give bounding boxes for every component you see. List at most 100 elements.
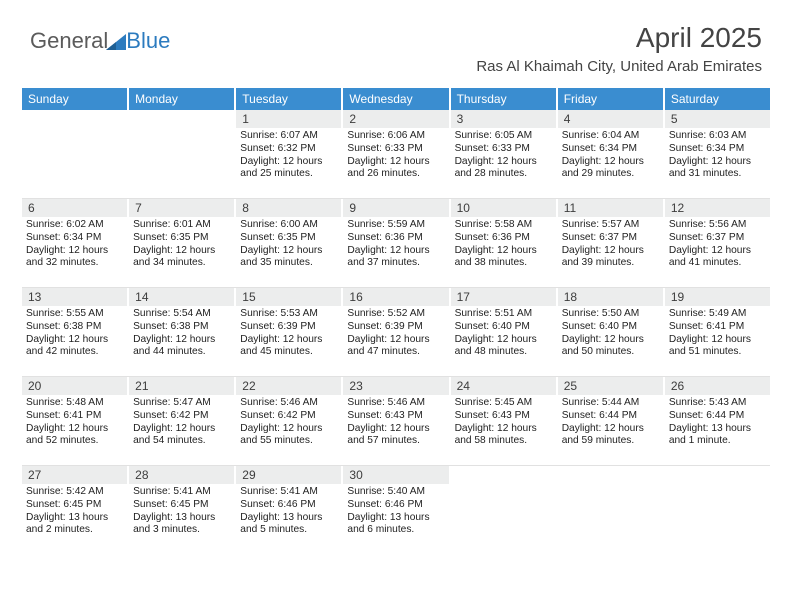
sunset-line: Sunset: 6:45 PM bbox=[133, 499, 230, 512]
day-number: 18 bbox=[558, 288, 663, 306]
day-body: Sunrise: 6:02 AMSunset: 6:34 PMDaylight:… bbox=[22, 217, 127, 274]
sunset-line: Sunset: 6:34 PM bbox=[26, 232, 123, 245]
sunset-line: Sunset: 6:34 PM bbox=[669, 143, 766, 156]
daylight-line: Daylight: 13 hours and 6 minutes. bbox=[347, 512, 444, 538]
daylight-line: Daylight: 12 hours and 55 minutes. bbox=[240, 423, 337, 449]
logo-triangle-icon bbox=[106, 34, 126, 50]
day-cell: 20Sunrise: 5:48 AMSunset: 6:41 PMDayligh… bbox=[22, 377, 127, 465]
day-cell: 10Sunrise: 5:58 AMSunset: 6:36 PMDayligh… bbox=[451, 199, 556, 287]
day-number: 3 bbox=[451, 110, 556, 128]
daylight-line: Daylight: 12 hours and 47 minutes. bbox=[347, 334, 444, 360]
daylight-line: Daylight: 12 hours and 29 minutes. bbox=[562, 156, 659, 182]
day-body: Sunrise: 5:59 AMSunset: 6:36 PMDaylight:… bbox=[343, 217, 448, 274]
month-title: April 2025 bbox=[476, 22, 762, 54]
day-number: 13 bbox=[22, 288, 127, 306]
sunrise-line: Sunrise: 5:57 AM bbox=[562, 219, 659, 232]
sunset-line: Sunset: 6:42 PM bbox=[133, 410, 230, 423]
daylight-line: Daylight: 13 hours and 5 minutes. bbox=[240, 512, 337, 538]
day-header: Wednesday bbox=[343, 88, 448, 110]
sunset-line: Sunset: 6:37 PM bbox=[562, 232, 659, 245]
day-body: Sunrise: 6:06 AMSunset: 6:33 PMDaylight:… bbox=[343, 128, 448, 185]
day-cell: 3Sunrise: 6:05 AMSunset: 6:33 PMDaylight… bbox=[451, 110, 556, 198]
daylight-line: Daylight: 12 hours and 52 minutes. bbox=[26, 423, 123, 449]
daylight-line: Daylight: 12 hours and 54 minutes. bbox=[133, 423, 230, 449]
sunrise-line: Sunrise: 5:51 AM bbox=[455, 308, 552, 321]
logo-text-blue: Blue bbox=[126, 28, 170, 53]
day-body: Sunrise: 5:48 AMSunset: 6:41 PMDaylight:… bbox=[22, 395, 127, 452]
daylight-line: Daylight: 12 hours and 45 minutes. bbox=[240, 334, 337, 360]
day-number: 26 bbox=[665, 377, 770, 395]
day-cell: 1Sunrise: 6:07 AMSunset: 6:32 PMDaylight… bbox=[236, 110, 341, 198]
day-cell: 12Sunrise: 5:56 AMSunset: 6:37 PMDayligh… bbox=[665, 199, 770, 287]
daylight-line: Daylight: 12 hours and 32 minutes. bbox=[26, 245, 123, 271]
day-number: 30 bbox=[343, 466, 448, 484]
day-body: Sunrise: 5:44 AMSunset: 6:44 PMDaylight:… bbox=[558, 395, 663, 452]
sunset-line: Sunset: 6:41 PM bbox=[669, 321, 766, 334]
day-number: 25 bbox=[558, 377, 663, 395]
daylight-line: Daylight: 12 hours and 48 minutes. bbox=[455, 334, 552, 360]
day-number: 12 bbox=[665, 199, 770, 217]
day-cell: 8Sunrise: 6:00 AMSunset: 6:35 PMDaylight… bbox=[236, 199, 341, 287]
day-body: Sunrise: 5:51 AMSunset: 6:40 PMDaylight:… bbox=[451, 306, 556, 363]
daylight-line: Daylight: 12 hours and 44 minutes. bbox=[133, 334, 230, 360]
day-body: Sunrise: 5:41 AMSunset: 6:46 PMDaylight:… bbox=[236, 484, 341, 541]
daylight-line: Daylight: 12 hours and 34 minutes. bbox=[133, 245, 230, 271]
daylight-line: Daylight: 12 hours and 35 minutes. bbox=[240, 245, 337, 271]
day-cell bbox=[129, 110, 234, 198]
day-number: 14 bbox=[129, 288, 234, 306]
daylight-line: Daylight: 12 hours and 58 minutes. bbox=[455, 423, 552, 449]
sunrise-line: Sunrise: 5:43 AM bbox=[669, 397, 766, 410]
sunset-line: Sunset: 6:32 PM bbox=[240, 143, 337, 156]
day-body: Sunrise: 5:57 AMSunset: 6:37 PMDaylight:… bbox=[558, 217, 663, 274]
daylight-line: Daylight: 12 hours and 51 minutes. bbox=[669, 334, 766, 360]
sunrise-line: Sunrise: 6:06 AM bbox=[347, 130, 444, 143]
sunrise-line: Sunrise: 5:44 AM bbox=[562, 397, 659, 410]
daylight-line: Daylight: 12 hours and 42 minutes. bbox=[26, 334, 123, 360]
sunset-line: Sunset: 6:33 PM bbox=[455, 143, 552, 156]
sunrise-line: Sunrise: 6:00 AM bbox=[240, 219, 337, 232]
day-number: 27 bbox=[22, 466, 127, 484]
sunset-line: Sunset: 6:36 PM bbox=[455, 232, 552, 245]
sunrise-line: Sunrise: 6:05 AM bbox=[455, 130, 552, 143]
day-number: 24 bbox=[451, 377, 556, 395]
sunrise-line: Sunrise: 5:41 AM bbox=[240, 486, 337, 499]
sunrise-line: Sunrise: 5:49 AM bbox=[669, 308, 766, 321]
day-header: Sunday bbox=[22, 88, 127, 110]
day-header: Saturday bbox=[665, 88, 770, 110]
sunset-line: Sunset: 6:34 PM bbox=[562, 143, 659, 156]
day-cell bbox=[558, 466, 663, 554]
day-cell: 28Sunrise: 5:41 AMSunset: 6:45 PMDayligh… bbox=[129, 466, 234, 554]
day-cell: 7Sunrise: 6:01 AMSunset: 6:35 PMDaylight… bbox=[129, 199, 234, 287]
daylight-line: Daylight: 12 hours and 59 minutes. bbox=[562, 423, 659, 449]
daylight-line: Daylight: 13 hours and 2 minutes. bbox=[26, 512, 123, 538]
day-body: Sunrise: 5:58 AMSunset: 6:36 PMDaylight:… bbox=[451, 217, 556, 274]
day-number: 7 bbox=[129, 199, 234, 217]
day-header: Tuesday bbox=[236, 88, 341, 110]
sunrise-line: Sunrise: 5:41 AM bbox=[133, 486, 230, 499]
daylight-line: Daylight: 12 hours and 57 minutes. bbox=[347, 423, 444, 449]
day-number: 4 bbox=[558, 110, 663, 128]
sunset-line: Sunset: 6:44 PM bbox=[562, 410, 659, 423]
day-body: Sunrise: 5:50 AMSunset: 6:40 PMDaylight:… bbox=[558, 306, 663, 363]
day-header: Friday bbox=[558, 88, 663, 110]
day-cell: 11Sunrise: 5:57 AMSunset: 6:37 PMDayligh… bbox=[558, 199, 663, 287]
day-header: Monday bbox=[129, 88, 234, 110]
sunrise-line: Sunrise: 5:50 AM bbox=[562, 308, 659, 321]
day-body: Sunrise: 5:42 AMSunset: 6:45 PMDaylight:… bbox=[22, 484, 127, 541]
day-body: Sunrise: 5:45 AMSunset: 6:43 PMDaylight:… bbox=[451, 395, 556, 452]
sunset-line: Sunset: 6:41 PM bbox=[26, 410, 123, 423]
day-cell: 24Sunrise: 5:45 AMSunset: 6:43 PMDayligh… bbox=[451, 377, 556, 465]
sunrise-line: Sunrise: 5:45 AM bbox=[455, 397, 552, 410]
daylight-line: Daylight: 12 hours and 25 minutes. bbox=[240, 156, 337, 182]
day-cell: 2Sunrise: 6:06 AMSunset: 6:33 PMDaylight… bbox=[343, 110, 448, 198]
logo: GeneralBlue bbox=[30, 28, 170, 54]
sunrise-line: Sunrise: 5:46 AM bbox=[347, 397, 444, 410]
day-number: 9 bbox=[343, 199, 448, 217]
day-body: Sunrise: 5:54 AMSunset: 6:38 PMDaylight:… bbox=[129, 306, 234, 363]
sunset-line: Sunset: 6:44 PM bbox=[669, 410, 766, 423]
day-body: Sunrise: 5:40 AMSunset: 6:46 PMDaylight:… bbox=[343, 484, 448, 541]
sunrise-line: Sunrise: 5:56 AM bbox=[669, 219, 766, 232]
day-cell bbox=[665, 466, 770, 554]
sunrise-line: Sunrise: 5:52 AM bbox=[347, 308, 444, 321]
day-number: 20 bbox=[22, 377, 127, 395]
